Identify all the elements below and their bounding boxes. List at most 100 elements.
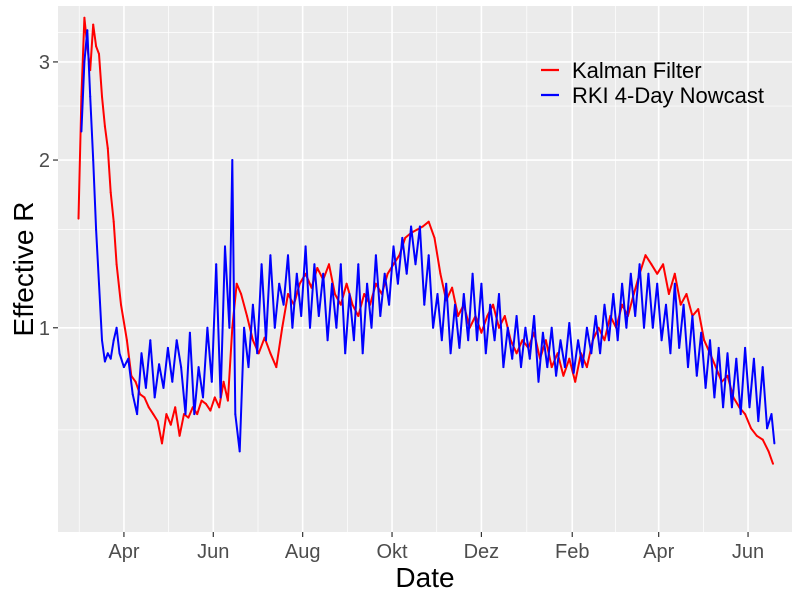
data-point <box>621 282 624 285</box>
data-point <box>454 303 456 306</box>
x-tick-label: Apr <box>643 541 674 563</box>
data-point <box>125 339 128 342</box>
data-point <box>231 159 234 161</box>
data-point <box>616 339 619 342</box>
data-point <box>541 331 544 334</box>
data-point <box>700 331 703 334</box>
series-line-rki-4-day-nowcast <box>80 29 776 453</box>
data-point <box>187 416 190 419</box>
data-point <box>410 225 413 228</box>
data-point <box>414 263 417 266</box>
data-point <box>218 406 221 409</box>
data-point <box>502 366 505 369</box>
data-point <box>555 374 558 377</box>
data-point <box>92 159 95 161</box>
data-point <box>433 236 436 239</box>
data-point <box>544 339 547 342</box>
data-point <box>131 393 134 396</box>
data-point <box>351 303 354 306</box>
data-point <box>226 399 229 402</box>
data-point <box>506 326 509 329</box>
data-point <box>156 420 159 423</box>
data-point <box>697 308 700 311</box>
data-point <box>300 315 303 317</box>
y-tick-label: 3 <box>39 52 50 74</box>
data-point <box>467 339 470 342</box>
data-point <box>667 293 670 295</box>
data-point <box>339 263 342 266</box>
data-point <box>196 413 199 416</box>
data-point <box>287 254 289 257</box>
series-rki-4-day-nowcast <box>80 29 776 453</box>
data-point <box>678 346 681 349</box>
data-point <box>739 413 742 416</box>
data-point <box>92 23 95 26</box>
data-point <box>669 352 672 355</box>
data-point <box>112 220 115 223</box>
data-point <box>80 130 83 133</box>
data-point <box>772 462 774 465</box>
data-point <box>730 406 733 409</box>
data-point <box>574 380 577 383</box>
x-tick-label: Apr <box>108 541 139 563</box>
data-point <box>256 352 259 355</box>
data-point <box>590 352 593 355</box>
data-point <box>673 282 676 285</box>
data-point <box>386 272 389 275</box>
data-point <box>210 380 213 383</box>
data-point <box>115 263 118 266</box>
data-point <box>682 303 685 306</box>
data-point <box>143 396 146 399</box>
data-point <box>144 386 147 389</box>
data-point <box>295 272 298 275</box>
data-point <box>178 434 181 437</box>
data-point <box>458 346 461 349</box>
data-point <box>750 427 752 430</box>
data-point <box>174 406 177 409</box>
data-point <box>357 263 360 266</box>
data-point <box>568 322 571 324</box>
data-point <box>234 413 237 416</box>
data-point <box>691 315 694 317</box>
data-point <box>644 254 647 257</box>
data-point <box>184 413 187 416</box>
data-point <box>717 346 720 349</box>
data-point <box>660 339 663 342</box>
data-point <box>572 371 575 374</box>
data-point <box>568 357 571 360</box>
data-point <box>498 326 500 329</box>
data-point <box>493 339 496 342</box>
data-point <box>331 282 333 285</box>
data-point <box>278 282 281 285</box>
data-point <box>744 346 747 349</box>
data-point <box>629 272 632 275</box>
data-point <box>269 254 272 257</box>
data-point <box>202 396 204 399</box>
data-point <box>687 366 689 369</box>
data-point <box>215 263 218 266</box>
data-point <box>287 293 289 295</box>
data-point <box>524 326 527 329</box>
data-point <box>770 413 773 416</box>
data-point <box>165 413 168 416</box>
data-point <box>761 366 764 369</box>
data-point <box>651 326 654 329</box>
data-point <box>281 326 284 329</box>
data-point <box>109 357 112 360</box>
data-point <box>228 326 231 329</box>
data-point <box>240 293 243 295</box>
data-point <box>134 380 137 383</box>
data-point <box>625 326 628 329</box>
data-point <box>520 366 522 369</box>
data-point <box>326 339 329 342</box>
data-point <box>492 303 495 306</box>
data-point <box>95 228 98 231</box>
data-point <box>136 413 139 416</box>
data-point <box>235 282 238 285</box>
data-point <box>383 272 386 275</box>
data-point <box>260 263 263 266</box>
data-point <box>275 366 278 369</box>
data-point <box>98 282 100 285</box>
major-gridlines <box>58 6 792 532</box>
